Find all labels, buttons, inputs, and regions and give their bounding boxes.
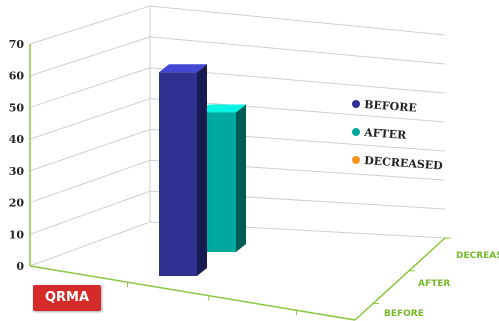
legend-label-after: AFTER [363, 126, 408, 142]
y-tick-50: 50 [9, 101, 25, 114]
grid-lines [29, 5, 446, 267]
y-tick-20: 20 [9, 197, 25, 210]
axes [29, 44, 451, 321]
y-tick-70: 70 [9, 38, 25, 51]
y-tick-40: 40 [9, 133, 25, 146]
bar-before [159, 64, 207, 276]
legend: BEFORE AFTER DECREASED [352, 98, 444, 173]
legend-label-before: BEFORE [364, 98, 417, 115]
depth-label-before: BEFORE [384, 309, 424, 319]
bars [159, 64, 246, 276]
y-tick-30: 30 [9, 165, 25, 178]
y-tick-60: 60 [9, 70, 25, 83]
bar-side-after [236, 104, 246, 252]
y-tick-labels: 0 10 20 30 40 50 60 70 [9, 38, 25, 273]
bar-top-after [199, 104, 246, 113]
gridline-70 [29, 5, 446, 45]
bar-top-before [159, 64, 207, 73]
x-axis-line [29, 265, 356, 321]
depth-label-after: AFTER [418, 279, 450, 289]
legend-label-decreased: DECREASED [364, 154, 444, 172]
depth-tick-labels: DECREASED AFTER BEFORE [384, 251, 499, 319]
legend-marker-decreased [352, 156, 360, 164]
depth-label-decreased: DECREASED [456, 251, 499, 261]
qrma-logo: QRMA [33, 285, 101, 311]
y-tick-10: 10 [9, 228, 25, 241]
depth-axis-line [354, 237, 446, 321]
legend-marker-before [352, 100, 360, 108]
y-tick-0: 0 [16, 260, 24, 273]
bar-front-before [159, 72, 197, 276]
legend-marker-after [352, 128, 360, 136]
bar-side-before [197, 64, 207, 276]
gridline-60 [29, 36, 446, 77]
